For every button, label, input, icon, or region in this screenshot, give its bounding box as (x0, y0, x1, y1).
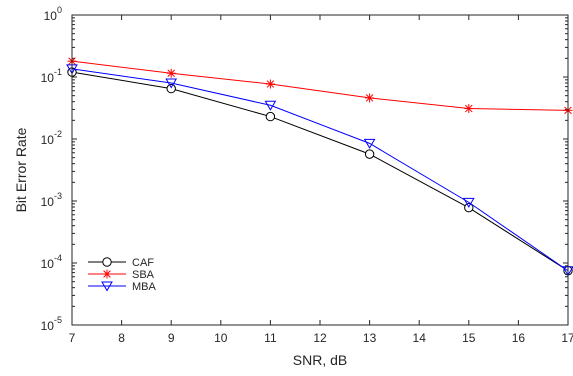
x-tick-label: 17 (561, 331, 573, 345)
data-point-mba (462, 197, 475, 208)
data-point-sba (265, 79, 275, 89)
legend-label-mba: MBA (132, 281, 157, 293)
legend-marker-mba (101, 281, 113, 292)
data-point-caf (364, 149, 375, 159)
y-tick-label: 10-3 (41, 191, 62, 209)
series-line-sba (71, 60, 569, 111)
data-point-sba (166, 68, 176, 78)
x-tick-label: 14 (413, 331, 427, 345)
legend-marker-sba (102, 269, 112, 279)
data-point-caf (265, 111, 276, 122)
series-line-mba (71, 68, 569, 272)
y-tick-label: 10-1 (41, 67, 62, 85)
labels-layer: 7 8 9 10 11 12 13 14 15 16 17 10-5 10-4 10-3 10-2 10-1 1… (13, 5, 573, 368)
plot-frame (71, 14, 569, 326)
star-stroke (167, 69, 175, 77)
x-tick-label: 10 (214, 331, 228, 345)
series-layer (66, 56, 573, 277)
y-tick-label: 10-4 (41, 253, 62, 271)
series-line-caf (71, 71, 569, 272)
x-tick-label: 8 (118, 331, 125, 345)
plot-area (72, 15, 568, 325)
star-stroke (365, 94, 374, 102)
x-tick-label: 16 (512, 331, 526, 345)
legend-label-caf: CAF (132, 257, 154, 269)
star-stroke (465, 104, 473, 113)
x-tick-label: 11 (264, 331, 277, 345)
data-point-sba (365, 93, 375, 103)
data-point-caf (166, 83, 176, 94)
x-tick-label: 9 (168, 331, 175, 345)
data-point-mba (363, 138, 376, 149)
data-point-mba (264, 100, 277, 111)
legend-marker-caf (102, 257, 112, 267)
x-tick-label: 7 (69, 331, 76, 345)
x-tick-label: 12 (313, 331, 327, 345)
star-stroke (266, 80, 275, 88)
x-axis-label: SNR, dB (293, 352, 347, 368)
x-tick-label: 15 (462, 331, 476, 345)
y-axis-label: Bit Error Rate (13, 127, 29, 212)
data-point-sba (464, 104, 474, 114)
star-stroke (103, 270, 111, 278)
legend-label-sba: SBA (132, 269, 155, 281)
data-point-mba (165, 78, 178, 89)
x-tick-label: 13 (363, 331, 377, 345)
y-tick-label: 10-2 (41, 129, 62, 147)
y-tick-label: 10-5 (41, 315, 62, 333)
y-tick-label: 100 (44, 5, 62, 23)
